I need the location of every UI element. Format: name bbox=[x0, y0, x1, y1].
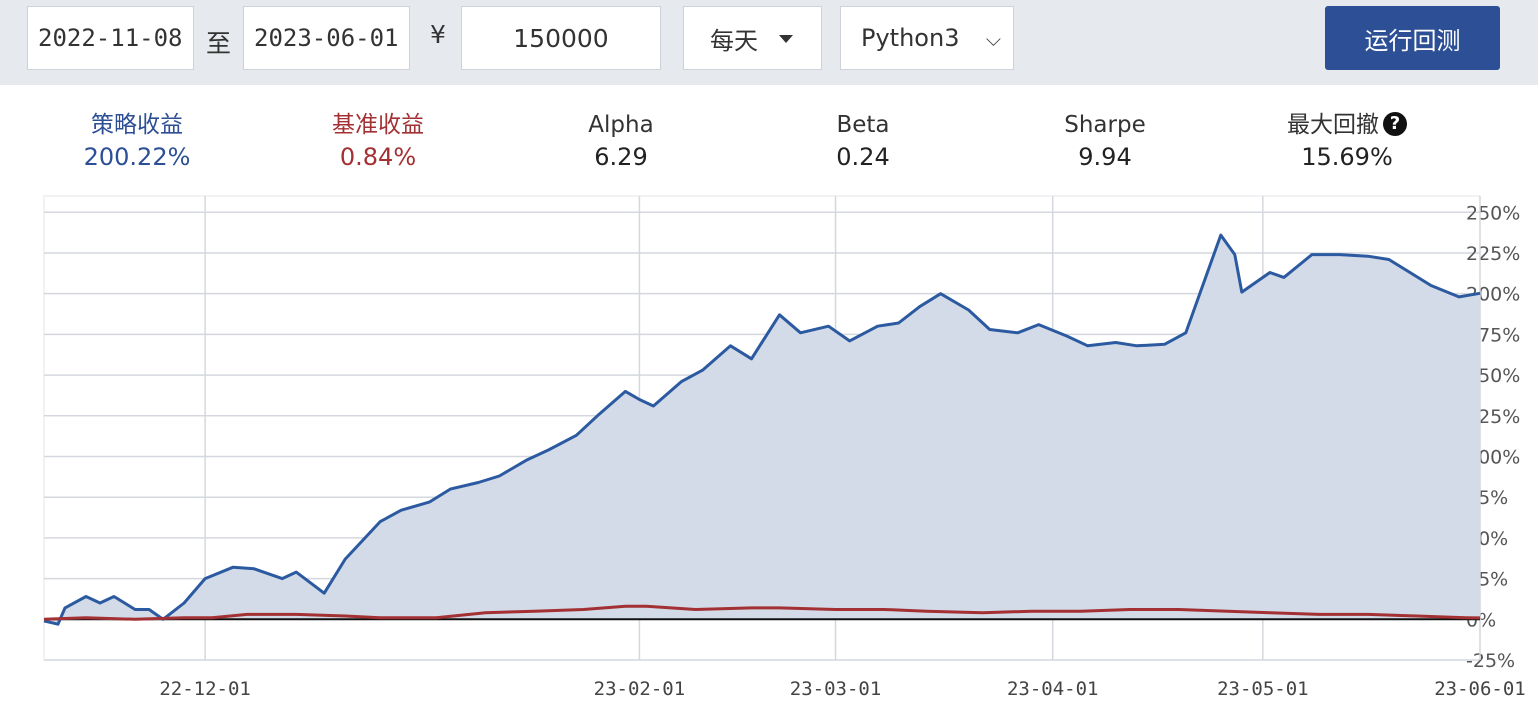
stat-value: 0.24 bbox=[836, 143, 890, 171]
toolbar: 2022-11-08 至 2023-06-01 ¥ 150000 每天 Pyth… bbox=[0, 0, 1538, 85]
caret-down-icon bbox=[779, 35, 793, 43]
run-backtest-button[interactable]: 运行回测 bbox=[1325, 6, 1500, 70]
x-tick-label: 23-05-01 bbox=[1217, 678, 1309, 700]
stat-value: 6.29 bbox=[594, 143, 648, 171]
chevron-down-icon: ⌵ bbox=[985, 27, 1001, 51]
stat-alpha: Alpha 6.29 bbox=[521, 110, 721, 174]
stat-label: Alpha bbox=[588, 112, 654, 138]
capital-input[interactable]: 150000 bbox=[461, 6, 661, 70]
stat-label: Sharpe bbox=[1064, 112, 1146, 138]
strategy-area-fill bbox=[44, 235, 1480, 625]
stat-label: 基准收益 bbox=[332, 112, 424, 138]
stat-value: 0.84% bbox=[339, 143, 417, 171]
x-tick-label: 22-12-01 bbox=[159, 678, 251, 700]
y-tick-label: 225% bbox=[1466, 243, 1520, 265]
returns-chart: -25%0%25%50%75%100%125%150%175%200%225%2… bbox=[43, 195, 1526, 700]
y-tick-label: -25% bbox=[1466, 650, 1515, 672]
x-tick-label: 23-04-01 bbox=[1007, 678, 1099, 700]
x-tick-label: 23-03-01 bbox=[790, 678, 882, 700]
y-tick-label: 250% bbox=[1466, 202, 1520, 224]
stat-label: 最大回撤 bbox=[1287, 112, 1379, 138]
stat-value: 15.69% bbox=[1301, 143, 1393, 171]
frequency-select[interactable]: 每天 bbox=[683, 6, 822, 70]
frequency-label: 每天 bbox=[710, 26, 758, 55]
help-icon[interactable]: ? bbox=[1383, 112, 1407, 136]
stat-label-wrap: 最大回撤? bbox=[1247, 110, 1447, 140]
stat-max-drawdown: 最大回撤? 15.69% bbox=[1247, 110, 1447, 174]
stat-beta: Beta 0.24 bbox=[763, 110, 963, 174]
x-tick-label: 23-06-01 bbox=[1434, 678, 1526, 700]
stat-sharpe: Sharpe 9.94 bbox=[1005, 110, 1205, 174]
strategy-return-line bbox=[43, 233, 1481, 626]
stats-panel: 策略收益 200.22% 基准收益 0.84% Alpha 6.29 Beta … bbox=[0, 100, 1538, 190]
start-date-input[interactable]: 2022-11-08 bbox=[27, 6, 194, 70]
currency-symbol: ¥ bbox=[430, 20, 446, 49]
language-select[interactable]: Python3 ⌵ bbox=[840, 6, 1014, 70]
stat-label: Beta bbox=[836, 112, 890, 138]
stat-value: 9.94 bbox=[1078, 143, 1132, 171]
stat-strategy-return: 策略收益 200.22% bbox=[37, 110, 237, 174]
stat-benchmark-return: 基准收益 0.84% bbox=[278, 110, 478, 174]
x-tick-label: 23-02-01 bbox=[594, 678, 686, 700]
date-range-separator: 至 bbox=[206, 29, 232, 58]
language-label: Python3 bbox=[861, 24, 960, 52]
end-date-input[interactable]: 2023-06-01 bbox=[243, 6, 410, 70]
benchmark-return-line bbox=[43, 604, 1481, 621]
stat-value: 200.22% bbox=[83, 143, 191, 171]
stat-label: 策略收益 bbox=[91, 112, 183, 138]
